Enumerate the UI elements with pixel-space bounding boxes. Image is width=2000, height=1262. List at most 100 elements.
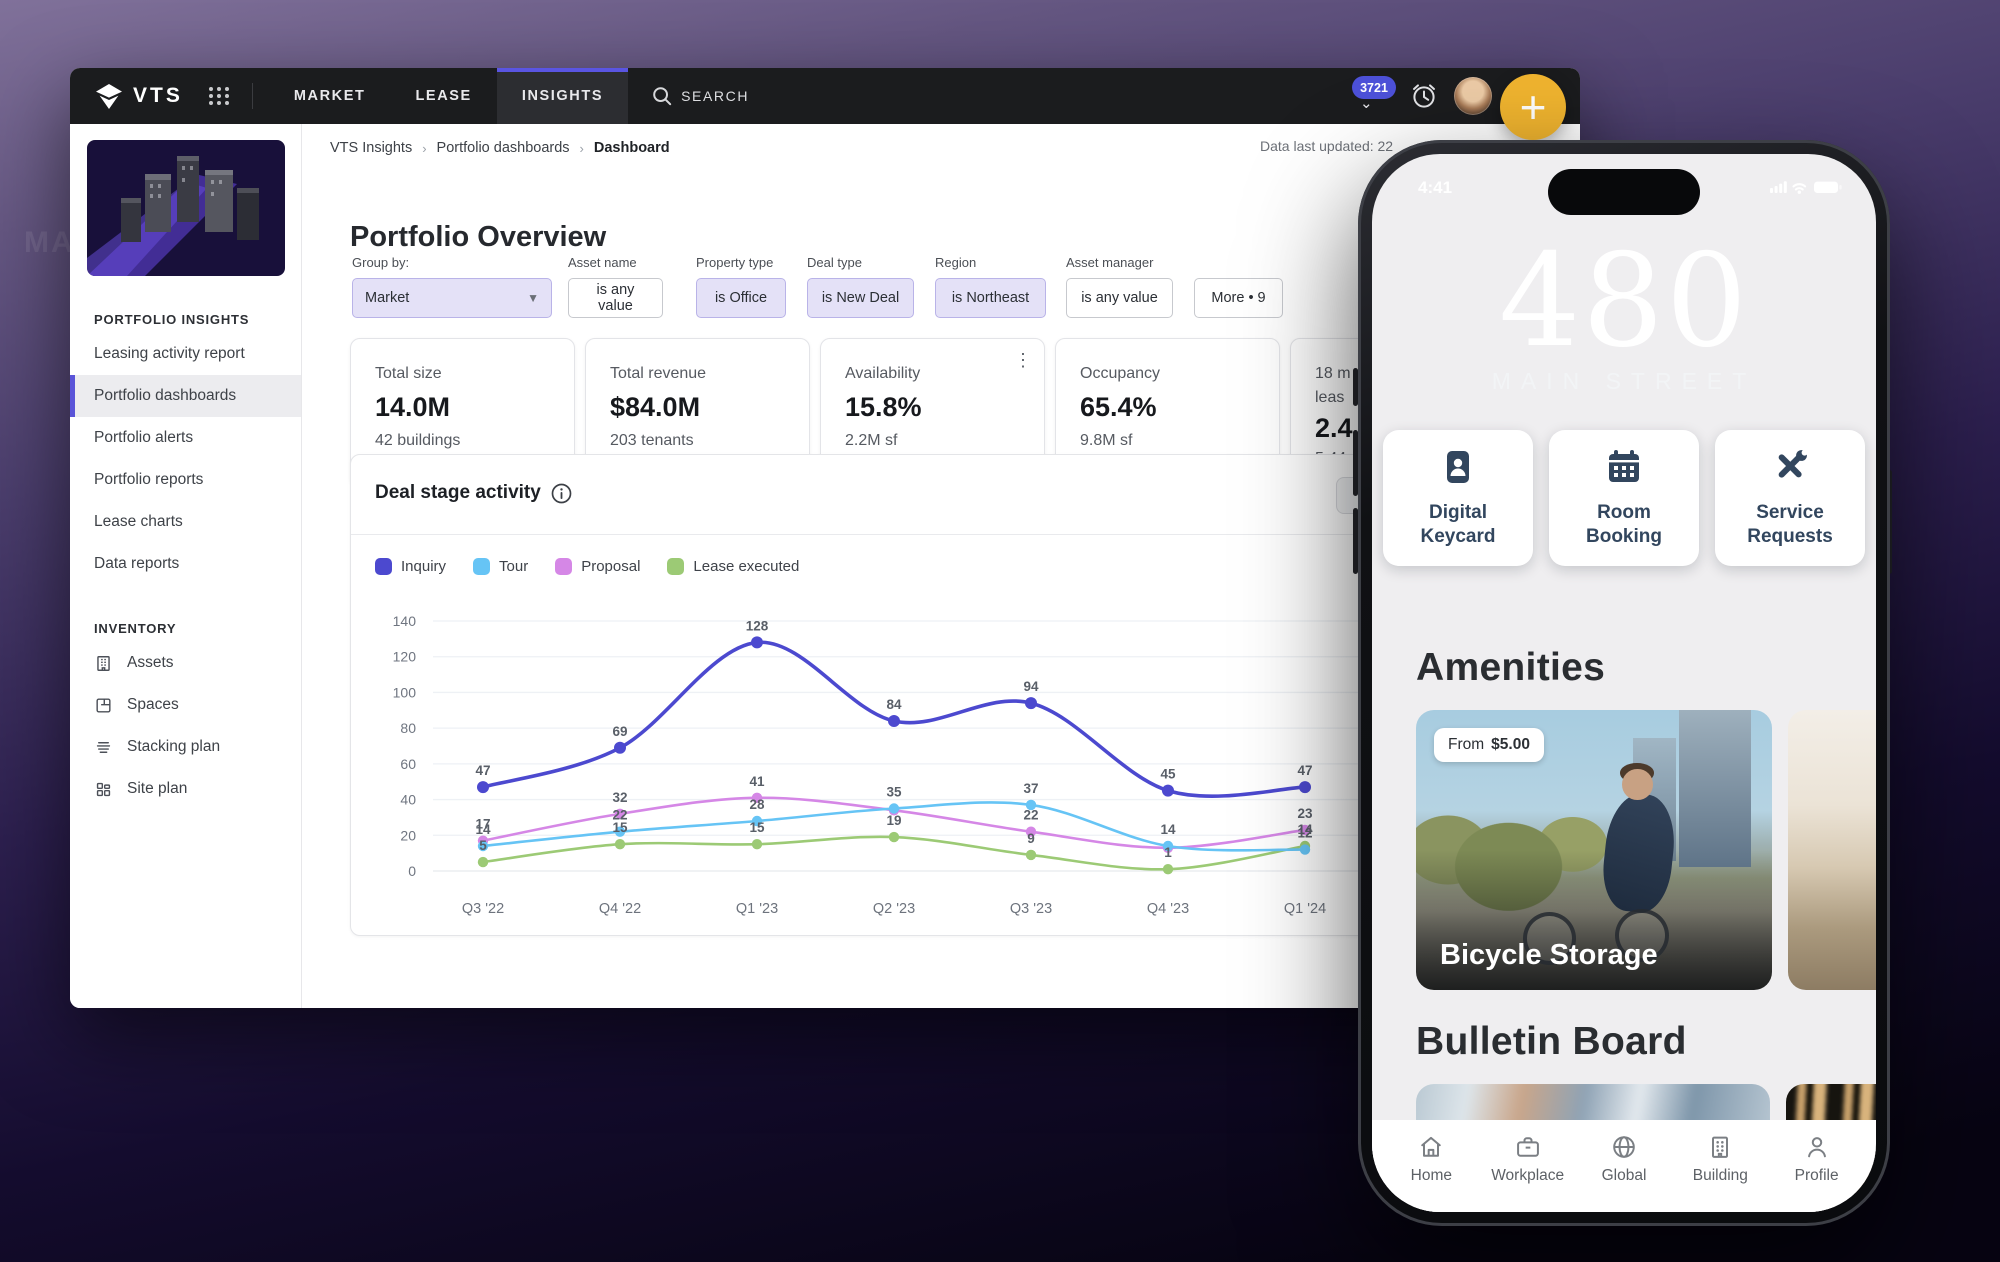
bulletin-board-heading: Bulletin Board	[1416, 1020, 1687, 1063]
svg-text:32: 32	[612, 790, 627, 805]
sidebar-item-site-plan[interactable]: Site plan	[70, 768, 301, 810]
tools-icon	[1778, 449, 1808, 478]
svg-text:84: 84	[886, 697, 902, 712]
service-requests-button[interactable]: Service Requests	[1715, 430, 1865, 566]
svg-text:120: 120	[393, 649, 417, 665]
amenity-card-partial[interactable]	[1788, 710, 1876, 990]
amenity-card-bicycle-storage[interactable]: From $5.00 Bicycle Storage	[1416, 710, 1772, 990]
more-filters-button[interactable]: More • 9	[1194, 278, 1283, 318]
user-avatar[interactable]	[1454, 77, 1492, 115]
tab-global[interactable]: Global	[1587, 1133, 1661, 1185]
legend-inquiry[interactable]: Inquiry	[375, 558, 446, 575]
tab-profile[interactable]: Profile	[1780, 1133, 1854, 1185]
sidebar-item-stacking-plan[interactable]: Stacking plan	[70, 726, 301, 768]
breadcrumb-portfolio-dashboards[interactable]: Portfolio dashboards	[436, 140, 570, 156]
sidebar-item-portfolio-dashboards[interactable]: Portfolio dashboards	[70, 375, 301, 417]
tab-workplace[interactable]: Workplace	[1491, 1133, 1565, 1185]
action-label: Digital	[1428, 502, 1488, 523]
app-switcher-icon[interactable]	[208, 87, 230, 105]
building-icon	[1712, 1136, 1729, 1158]
phone-screen: 480 MAIN STREET 4:41	[1372, 154, 1876, 1212]
legend-tour[interactable]: Tour	[473, 558, 528, 575]
svg-text:23: 23	[1297, 806, 1313, 821]
kebab-menu-icon[interactable]: ⋮	[1014, 350, 1032, 370]
info-icon[interactable]	[551, 483, 572, 504]
action-label: Room	[1597, 502, 1651, 523]
search-box[interactable]: SEARCH	[652, 86, 749, 106]
filter-asset-name-button[interactable]: is any value	[568, 278, 663, 318]
svg-text:100: 100	[393, 684, 417, 700]
legend-lease-executed[interactable]: Lease executed	[667, 558, 799, 575]
svg-text:41: 41	[749, 774, 765, 789]
group-by-value: Market	[365, 290, 410, 306]
vts-app-window: VTS MARKET LEASE INSIGHTS SEARCH 3721 ⌄	[70, 68, 1580, 1008]
bicycle-wheel	[1522, 911, 1577, 965]
svg-text:12: 12	[1297, 826, 1312, 841]
kpi-label: Total revenue	[610, 365, 707, 382]
breadcrumb-vts-insights[interactable]: VTS Insights	[330, 140, 413, 156]
filter-deal-type-button[interactable]: is New Deal	[807, 278, 914, 318]
action-label: Requests	[1747, 525, 1833, 547]
tab-building[interactable]: Building	[1683, 1133, 1757, 1185]
phone-mockup: 480 MAIN STREET 4:41	[1358, 140, 1890, 1226]
home-icon	[1421, 1136, 1442, 1157]
svg-text:80: 80	[400, 720, 416, 736]
sidebar-item-assets[interactable]: Assets	[70, 642, 301, 684]
filter-asset-manager-button[interactable]: is any value	[1066, 278, 1173, 318]
price-badge: From $5.00	[1434, 728, 1544, 762]
digital-keycard-button[interactable]: Digital Keycard	[1383, 430, 1533, 566]
tab-market[interactable]: MARKET	[293, 88, 366, 104]
deal-stage-line-chart: 0 20 40 60 80 100 120 140 Q3 '22 Q4 '22 Q1 '23 Q2 '…	[393, 613, 1521, 917]
tab-insights[interactable]: INSIGHTS	[496, 68, 629, 124]
legend-swatch	[555, 558, 573, 575]
sidebar-item-portfolio-reports[interactable]: Portfolio reports	[94, 471, 204, 488]
filter-property-type: Property type is Office	[696, 255, 786, 318]
sidebar-item-portfolio-alerts[interactable]: Portfolio alerts	[94, 429, 194, 446]
kpi-sub: 2.2M sf	[845, 432, 898, 449]
wifi-icon	[1792, 183, 1807, 191]
tab-lease[interactable]: LEASE	[415, 88, 472, 104]
sidebar-item-data-reports[interactable]: Data reports	[94, 555, 180, 572]
alarm-clock-icon[interactable]	[1408, 80, 1440, 117]
portfolio-illustration[interactable]	[87, 140, 285, 276]
svg-text:14: 14	[1160, 822, 1176, 837]
vts-logo[interactable]: VTS	[94, 83, 183, 110]
kpi-value: 14.0M	[375, 392, 451, 422]
kpi-value: 2.4	[1315, 413, 1353, 443]
building-street: MAIN STREET	[1491, 368, 1757, 394]
tab-home[interactable]: Home	[1394, 1133, 1468, 1185]
chart-title: Deal stage activity	[375, 482, 541, 503]
sidebar-item-spaces[interactable]: Spaces	[70, 684, 301, 726]
kpi-label: 18 m	[1315, 365, 1351, 382]
quick-actions: Digital Keycard Room	[1372, 430, 1876, 566]
svg-text:28: 28	[749, 797, 765, 812]
filter-region-button[interactable]: is Northeast	[935, 278, 1046, 318]
legend-swatch	[473, 558, 491, 575]
legend-label: Tour	[499, 558, 529, 575]
svg-text:47: 47	[1297, 763, 1312, 778]
data-last-updated: Data last updated: 22	[1260, 138, 1394, 154]
sidebar-item-leasing-activity-report[interactable]: Leasing activity report	[94, 345, 245, 362]
nav-divider	[251, 83, 253, 109]
room-booking-button[interactable]: Room Booking	[1549, 430, 1699, 566]
sidebar-item-label: Stacking plan	[127, 738, 221, 755]
action-label: Service	[1756, 502, 1824, 523]
notification-icon[interactable]: ⌄	[1360, 95, 1373, 112]
tab-label: Profile	[1794, 1167, 1839, 1184]
calendar-icon	[1609, 450, 1639, 482]
add-button[interactable]: +	[1500, 74, 1566, 140]
backdrop-text: MA	[24, 226, 75, 259]
filter-property-type-button[interactable]: is Office	[696, 278, 786, 318]
filter-value: is any value	[1081, 290, 1158, 306]
legend-swatch	[667, 558, 685, 575]
status-time: 4:41	[1418, 178, 1453, 197]
group-by-dropdown[interactable]: Market ▼	[352, 278, 552, 318]
phone-volume-up-button	[1353, 430, 1358, 496]
legend-proposal[interactable]: Proposal	[555, 558, 640, 575]
sidebar-item-lease-charts[interactable]: Lease charts	[94, 513, 183, 530]
svg-text:15: 15	[612, 820, 628, 835]
svg-text:20: 20	[400, 827, 416, 843]
user-icon	[1807, 1137, 1826, 1158]
notification-count-badge[interactable]: 3721	[1352, 76, 1396, 99]
svg-text:19: 19	[886, 813, 901, 828]
